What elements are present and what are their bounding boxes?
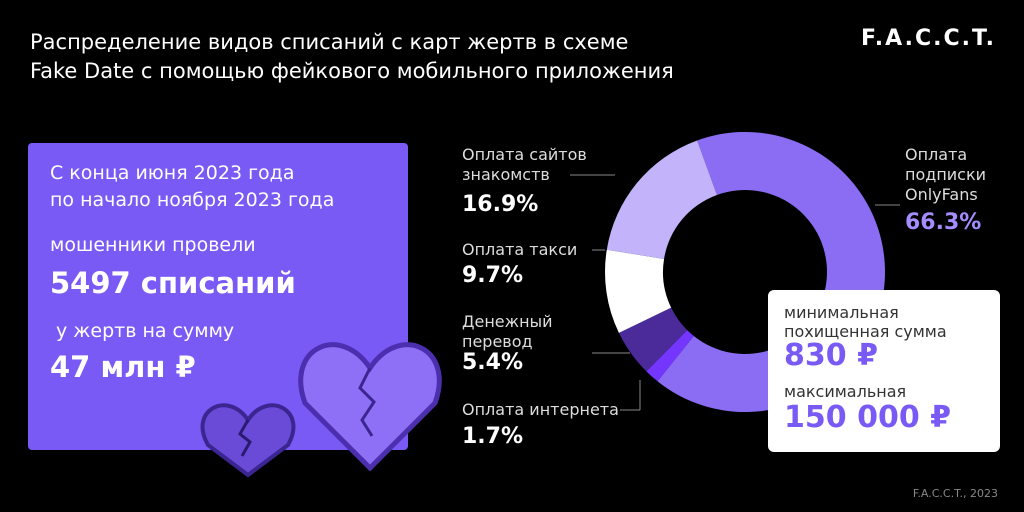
category-label: Оплата подписки OnlyFans [905,145,987,204]
value-label: 66.3% [905,210,982,235]
max-value: 150 000 ₽ [784,400,952,435]
title-line: Распределение видов списаний с карт жерт… [30,30,629,54]
donut-segment [605,249,672,333]
donut-segment [606,140,717,259]
period: по начало ноября 2023 года [50,189,335,211]
lead: мошенники провели [50,234,256,256]
title-line: Fake Date с помощью фейкового мобильного… [30,59,674,83]
min-label: минимальная похищенная сумма [784,303,947,341]
amounts-box [768,290,1000,452]
category-label: Денежный перевод [462,312,553,351]
lead: у жертв на сумму [56,320,235,342]
value-label: 16.9% [462,192,539,217]
value-label: 1.7% [462,424,524,449]
crack [238,419,252,457]
category-label: Оплата интернета [462,400,619,419]
max-label: максимальная [784,382,907,401]
category-label: Оплата сайтов знакомств [462,145,587,184]
count: 5497 списаний [50,266,296,300]
title: Распределение видов списаний с карт жерт… [30,28,674,86]
leaders [570,174,900,411]
category-label: Оплата такси [462,240,578,259]
value-label: 5.4% [462,350,524,375]
logo: F.A.C.C.T. [861,26,996,51]
sum: 47 млн ₽ [50,350,196,384]
footer: F.A.C.C.T., 2023 [912,487,998,500]
crack [358,367,376,437]
donut-segment [646,330,694,382]
period: С конца июня 2023 года [50,162,295,184]
min-value: 830 ₽ [784,338,878,373]
value-label: 9.7% [462,263,524,288]
donut-segment [618,307,688,372]
